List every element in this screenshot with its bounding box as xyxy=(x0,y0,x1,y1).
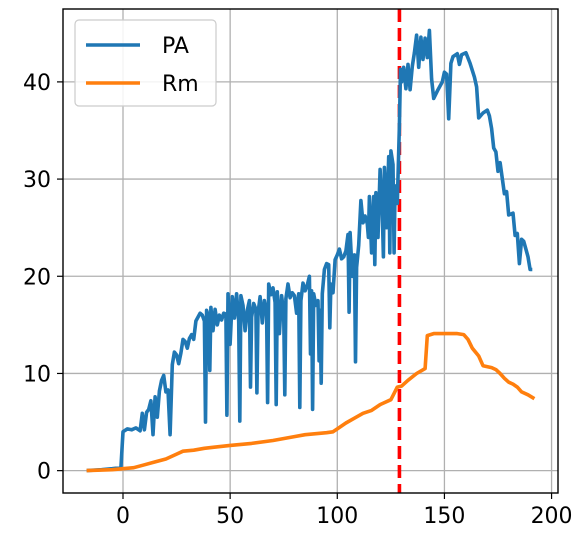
x-tick-label: 50 xyxy=(216,504,244,529)
x-tick-label: 100 xyxy=(316,504,358,529)
x-tick-label: 200 xyxy=(531,504,573,529)
x-tick-label: 0 xyxy=(116,504,130,529)
series-layer xyxy=(86,28,536,473)
series-line-rm xyxy=(86,331,536,473)
y-tick-label: 10 xyxy=(23,362,51,387)
legend-label-pa: PA xyxy=(162,34,189,59)
y-tick-label: 0 xyxy=(37,460,51,485)
y-tick-label: 30 xyxy=(23,168,51,193)
y-tick-label: 40 xyxy=(23,71,51,96)
y-tick-label: 20 xyxy=(23,265,51,290)
axes-frame xyxy=(62,8,559,494)
series-line-pa xyxy=(86,28,533,473)
legend-label-rm: Rm xyxy=(162,72,199,97)
legend: PA Rm xyxy=(74,19,217,107)
x-tick-label: 150 xyxy=(423,504,465,529)
ticks: 0 50 100 150 200 0 10 20 30 40 xyxy=(23,71,573,529)
